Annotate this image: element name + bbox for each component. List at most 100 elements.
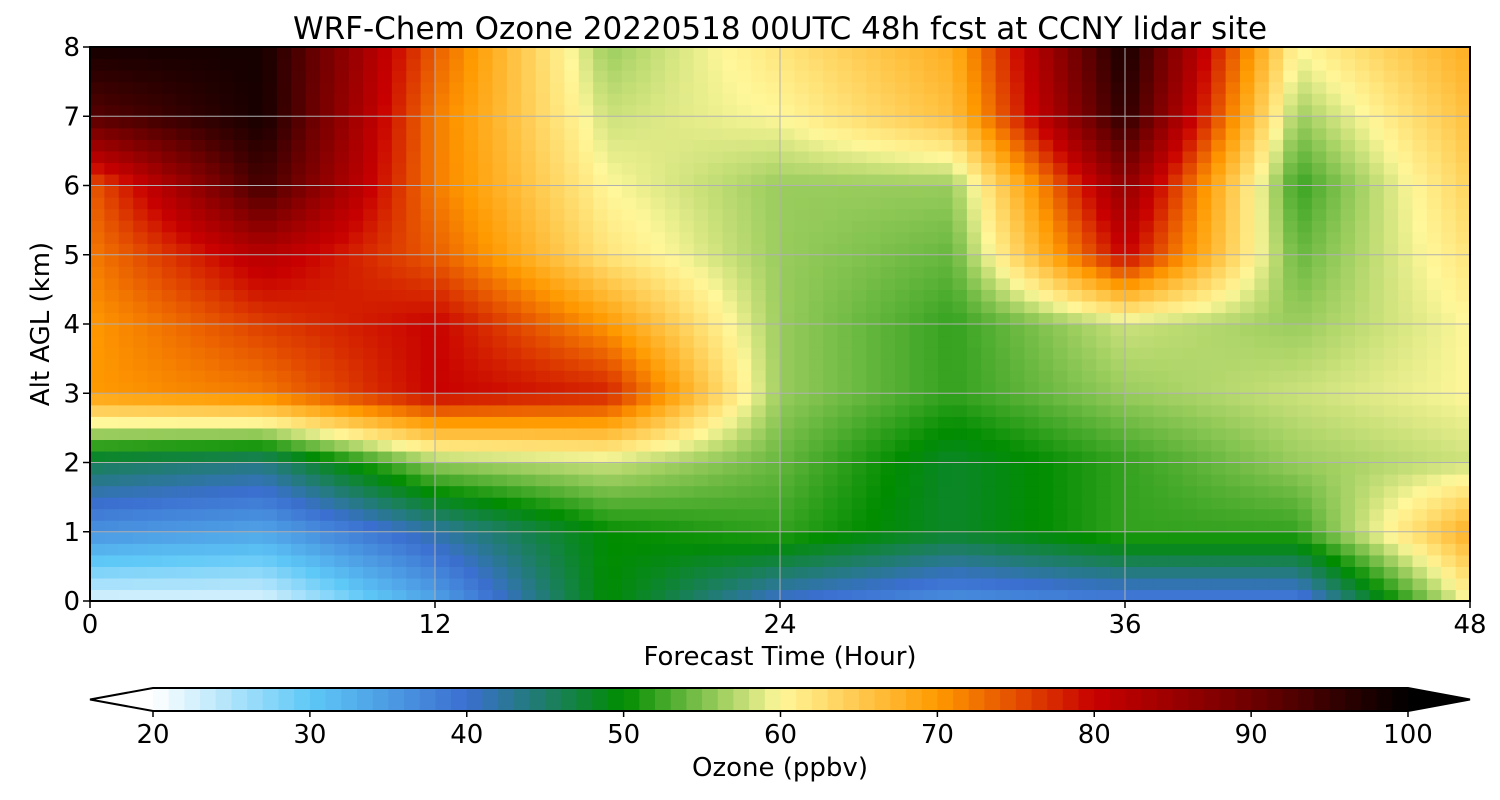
- heatmap-cell: [1340, 185, 1356, 198]
- heatmap-cell: [1153, 427, 1169, 441]
- heatmap-cell: [506, 554, 522, 567]
- heatmap-cell: [219, 231, 235, 244]
- heatmap-cell: [276, 231, 292, 244]
- heatmap-cell: [621, 497, 637, 510]
- heatmap-cell: [161, 139, 177, 152]
- heatmap-cell: [478, 243, 494, 256]
- heatmap-cell: [1426, 404, 1442, 417]
- heatmap-cell: [1426, 312, 1442, 325]
- heatmap-cell: [348, 531, 364, 544]
- heatmap-cell: [334, 520, 350, 533]
- heatmap-cell: [521, 404, 537, 417]
- heatmap-cell: [909, 139, 925, 152]
- heatmap-cell: [736, 358, 752, 371]
- heatmap-cell: [334, 508, 350, 521]
- heatmap-cell: [1081, 150, 1097, 164]
- heatmap-cell: [147, 93, 163, 106]
- colorbar-swatch: [1204, 688, 1221, 711]
- heatmap-cell: [1010, 577, 1025, 591]
- heatmap-cell: [693, 554, 709, 567]
- heatmap-cell: [1225, 462, 1241, 475]
- heatmap-cell: [1139, 554, 1155, 567]
- heatmap-cell: [161, 254, 177, 267]
- heatmap-cell: [765, 474, 781, 487]
- heatmap-cell: [1110, 312, 1126, 325]
- heatmap-cell: [650, 81, 666, 94]
- heatmap-cell: [851, 427, 867, 441]
- heatmap-cell: [1240, 231, 1255, 244]
- heatmap-cell: [1441, 404, 1457, 417]
- heatmap-cell: [1139, 393, 1155, 406]
- heatmap-cell: [923, 531, 939, 544]
- heatmap-cell: [1110, 566, 1126, 579]
- heatmap-cell: [1340, 289, 1356, 302]
- heatmap-cell: [966, 520, 982, 533]
- heatmap-cell: [1283, 289, 1299, 302]
- heatmap-cell: [866, 324, 882, 337]
- heatmap-cell: [1038, 358, 1054, 371]
- heatmap-cell: [1225, 70, 1241, 83]
- heatmap-cell: [248, 47, 264, 60]
- heatmap-cell: [866, 104, 882, 117]
- heatmap-cell: [219, 324, 235, 337]
- heatmap-cell: [794, 370, 810, 383]
- heatmap-cell: [693, 462, 709, 475]
- heatmap-cell: [190, 508, 206, 521]
- heatmap-cell: [1326, 427, 1342, 441]
- heatmap-cell: [578, 427, 594, 441]
- x-tick-label: 36: [1108, 610, 1141, 640]
- heatmap-cell: [535, 300, 551, 314]
- heatmap-cell: [1355, 324, 1370, 337]
- heatmap-cell: [176, 208, 192, 221]
- heatmap-cell: [1412, 508, 1428, 521]
- heatmap-cell: [564, 243, 580, 256]
- heatmap-cell: [1067, 139, 1083, 152]
- heatmap-cell: [377, 554, 393, 567]
- heatmap-cell: [1038, 450, 1054, 464]
- heatmap-cell: [1455, 474, 1470, 487]
- heatmap-cell: [478, 58, 494, 71]
- heatmap-cell: [190, 312, 206, 325]
- heatmap-cell: [1326, 404, 1342, 417]
- heatmap-cell: [1441, 589, 1457, 601]
- heatmap-cell: [636, 150, 652, 164]
- heatmap-cell: [866, 358, 882, 371]
- heatmap-cell: [765, 220, 781, 233]
- heatmap-cell: [751, 589, 767, 601]
- heatmap-cell: [1024, 497, 1040, 510]
- heatmap-cell: [1297, 254, 1313, 267]
- heatmap-cell: [1125, 347, 1140, 360]
- heatmap-cell: [1369, 566, 1385, 579]
- heatmap-cell: [1110, 197, 1126, 210]
- heatmap-cell: [233, 162, 249, 175]
- heatmap-cell: [780, 289, 795, 302]
- heatmap-cell: [334, 70, 350, 83]
- heatmap-cell: [233, 358, 249, 371]
- heatmap-cell: [118, 300, 134, 314]
- heatmap-cell: [1254, 58, 1270, 71]
- heatmap-cell: [995, 474, 1011, 487]
- heatmap-cell: [305, 508, 321, 521]
- heatmap-cell: [938, 81, 954, 94]
- colorbar-tick-label: 100: [1383, 720, 1433, 750]
- heatmap-cell: [981, 577, 997, 591]
- heatmap-cell: [1024, 243, 1040, 256]
- heatmap-cell: [966, 220, 982, 233]
- heatmap-cell: [1383, 450, 1399, 464]
- heatmap-cell: [636, 462, 652, 475]
- heatmap-cell: [118, 312, 134, 325]
- heatmap-cell: [363, 404, 379, 417]
- heatmap-cell: [1225, 450, 1241, 464]
- heatmap-cell: [693, 208, 709, 221]
- heatmap-cell: [794, 266, 810, 279]
- heatmap-cell: [722, 347, 738, 360]
- heatmap-cell: [679, 127, 695, 140]
- heatmap-cell: [1426, 81, 1442, 94]
- heatmap-cell: [1225, 47, 1241, 60]
- colorbar-swatch: [937, 688, 954, 711]
- heatmap-cell: [305, 150, 321, 164]
- heatmap-cell: [564, 543, 580, 556]
- heatmap-cell: [780, 427, 795, 441]
- heatmap-cell: [650, 324, 666, 337]
- heatmap-cell: [851, 462, 867, 475]
